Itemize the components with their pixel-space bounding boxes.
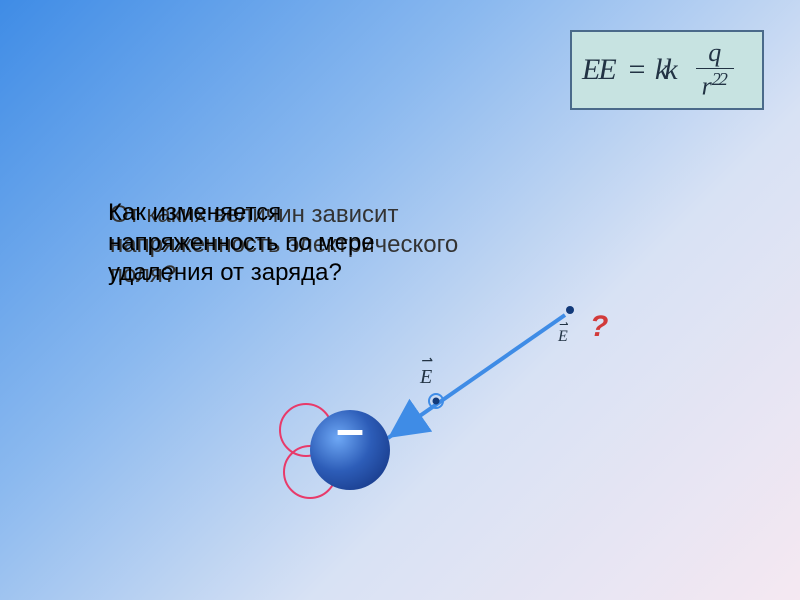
e-label-far: ⇀ E	[558, 320, 568, 345]
charge-symbol: –	[310, 400, 390, 458]
formula-den-r: r	[702, 72, 712, 101]
near-point-ring	[429, 394, 443, 408]
near-point	[433, 398, 440, 405]
field-arrow	[388, 315, 565, 438]
formula-num: q	[696, 38, 734, 69]
slide: E E = k k q r22 От каких величин зависит…	[0, 0, 800, 600]
far-point	[566, 306, 574, 314]
formula-k2: k	[664, 53, 677, 86]
formula-E2: E	[598, 53, 616, 86]
question-mark-icon: ?	[590, 310, 608, 344]
formula-den-sup2: 2	[719, 69, 728, 89]
e-near-E: E	[420, 366, 432, 388]
formula-eq: =	[627, 53, 647, 87]
e-far-E: E	[558, 328, 568, 345]
formula-box: E E = k k q r22	[570, 30, 764, 110]
question-text-2: Как изменяется напряженность по мере уда…	[108, 198, 608, 288]
e-label-near: ⇀ E	[420, 355, 432, 387]
